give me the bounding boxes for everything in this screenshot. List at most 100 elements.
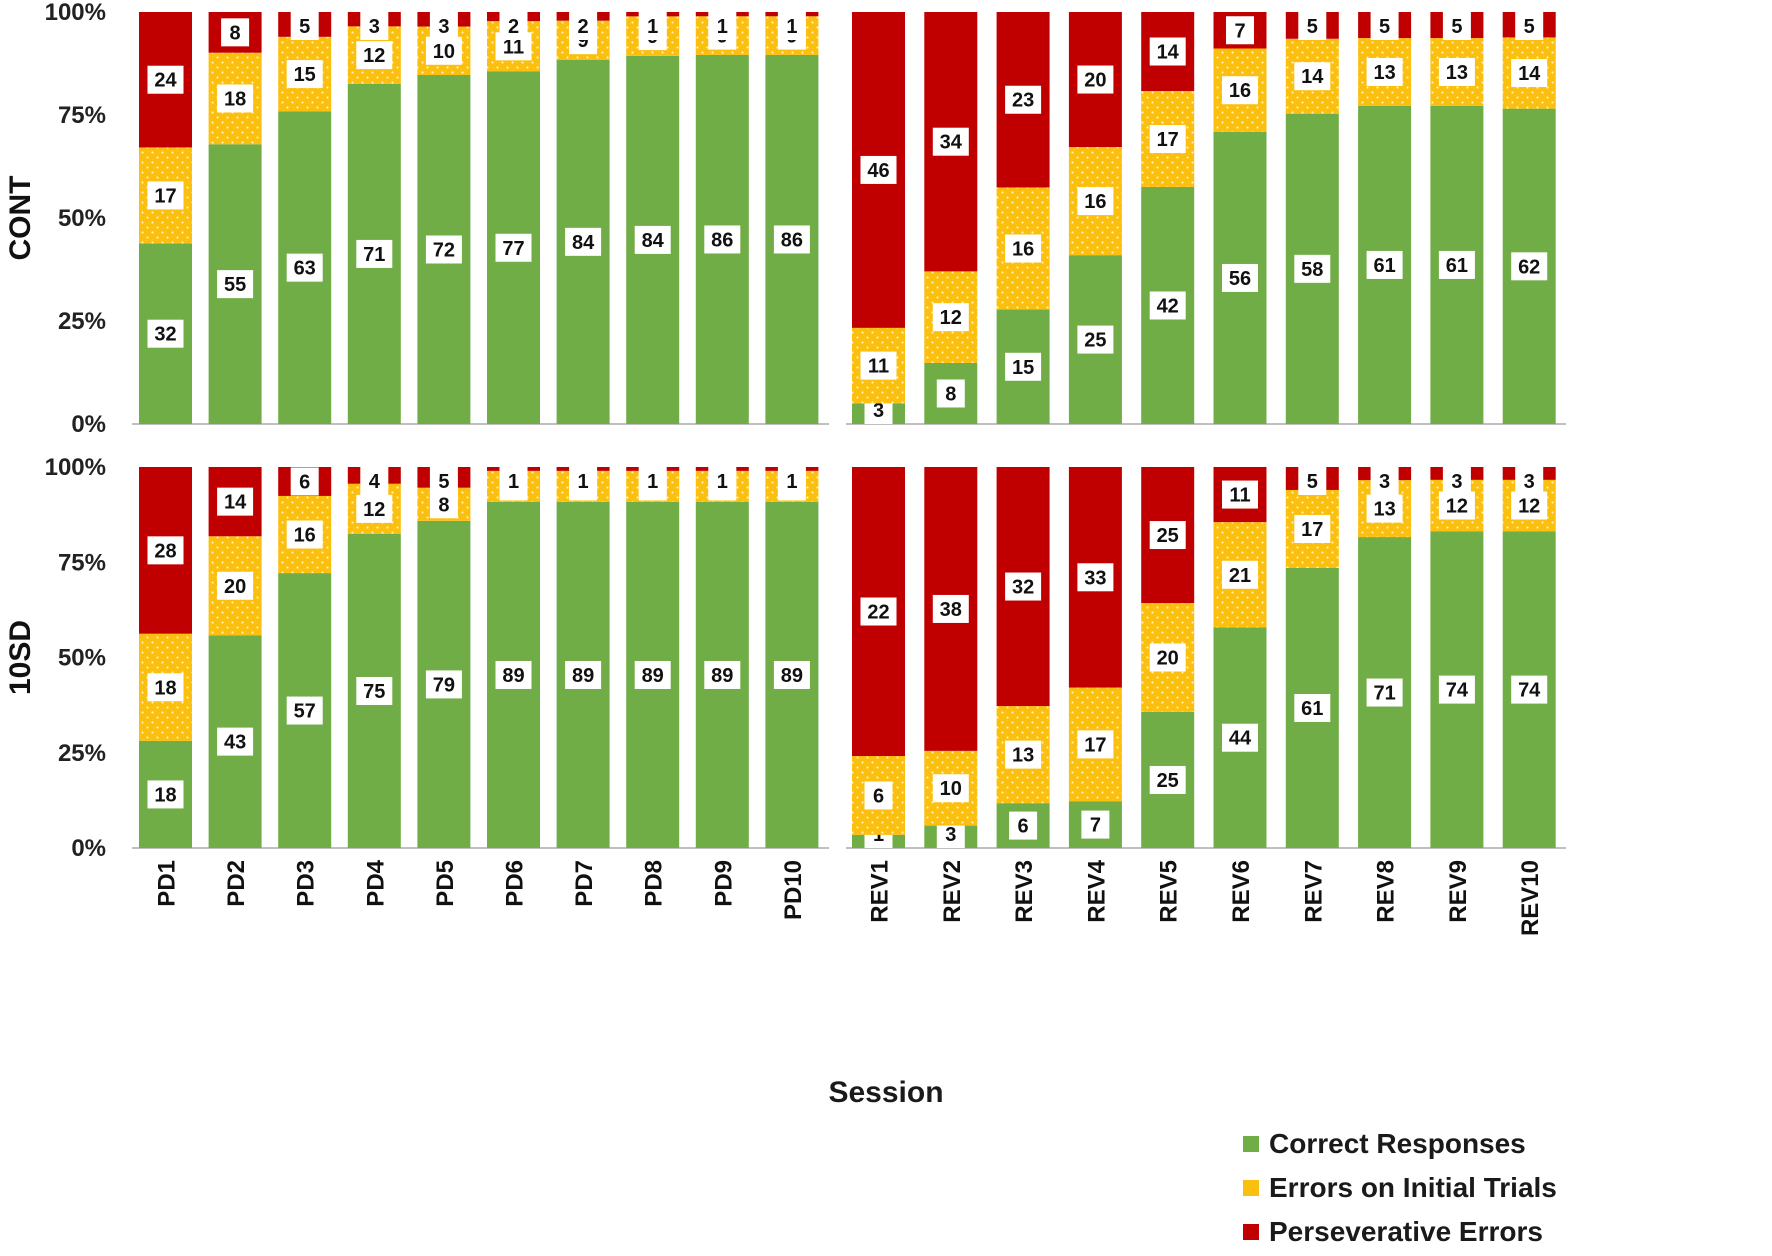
value-box-10SD-PD2-perseverative xyxy=(217,487,254,516)
y-tick-label-CONT-1: 25% xyxy=(58,308,106,335)
x-tick-label-REV7: REV7 xyxy=(1300,860,1327,923)
value-label-CONT-REV5-initial: 17 xyxy=(1157,129,1179,151)
x-tick-label-REV9: REV9 xyxy=(1445,860,1472,923)
value-label-CONT-REV5-correct: 42 xyxy=(1157,295,1179,317)
value-label-CONT-REV4-correct: 25 xyxy=(1084,330,1106,352)
x-tick-label-REV3: REV3 xyxy=(1011,860,1038,923)
value-box-10SD-REV6-initial xyxy=(1222,560,1258,589)
value-box-CONT-REV10-initial xyxy=(1511,59,1548,88)
value-box-10SD-PD9-correct xyxy=(704,660,741,689)
x-tick-label-PD5: PD5 xyxy=(432,860,459,907)
value-label-CONT-PD2-perseverative: 8 xyxy=(230,22,241,44)
value-label-10SD-PD9-perseverative: 1 xyxy=(717,471,728,493)
value-label-10SD-PD10-correct: 89 xyxy=(781,665,803,687)
value-label-10SD-REV3-initial: 13 xyxy=(1012,745,1034,767)
legend-swatch-initial xyxy=(1243,1180,1259,1196)
legend-item-initial: Errors on Initial Trials xyxy=(1243,1166,1557,1210)
value-label-10SD-REV10-perseverative: 3 xyxy=(1524,471,1535,493)
value-label-10SD-PD1-perseverative: 28 xyxy=(154,540,176,562)
x-tick-label-REV5: REV5 xyxy=(1156,860,1183,923)
y-tick-label-10SD-3: 75% xyxy=(58,549,106,576)
value-label-CONT-REV10-initial: 14 xyxy=(1518,63,1541,85)
value-label-CONT-REV8-initial: 13 xyxy=(1373,62,1395,84)
value-label-CONT-REV9-perseverative: 5 xyxy=(1451,16,1462,38)
value-box-10SD-PD2-initial xyxy=(217,571,254,600)
value-box-CONT-PD2-correct xyxy=(217,270,254,299)
value-label-10SD-PD10-perseverative: 1 xyxy=(786,471,797,493)
legend-item-perseverative: Perseverative Errors xyxy=(1243,1210,1557,1254)
value-label-CONT-PD6-correct: 77 xyxy=(502,238,524,260)
value-box-CONT-REV1-perseverative xyxy=(860,155,897,184)
legend-label-initial: Errors on Initial Trials xyxy=(1269,1172,1557,1203)
value-label-10SD-REV8-perseverative: 3 xyxy=(1379,471,1390,493)
value-label-CONT-REV10-perseverative: 5 xyxy=(1524,16,1535,38)
value-label-CONT-REV7-correct: 58 xyxy=(1301,259,1323,281)
value-label-CONT-PD1-perseverative: 24 xyxy=(154,70,177,92)
value-box-CONT-REV6-correct xyxy=(1222,263,1258,292)
value-label-CONT-REV4-initial: 16 xyxy=(1084,191,1106,213)
value-box-CONT-PD7-perseverative xyxy=(569,12,598,40)
value-box-10SD-PD6-perseverative xyxy=(499,467,528,495)
value-label-CONT-REV7-initial: 14 xyxy=(1301,66,1324,88)
y-tick-label-10SD-4: 100% xyxy=(45,454,106,481)
value-box-CONT-PD3-initial xyxy=(286,60,323,89)
value-label-10SD-PD5-initial: 8 xyxy=(438,494,449,516)
value-label-CONT-PD4-initial: 12 xyxy=(363,45,385,67)
value-label-CONT-PD7-correct: 84 xyxy=(572,232,595,254)
value-label-10SD-REV8-correct: 71 xyxy=(1373,683,1395,705)
value-label-10SD-PD7-correct: 89 xyxy=(572,665,594,687)
value-label-CONT-REV6-initial: 16 xyxy=(1229,80,1251,102)
value-label-CONT-PD8-correct: 84 xyxy=(642,230,665,252)
value-box-CONT-REV2-perseverative xyxy=(932,127,969,156)
value-box-CONT-PD6-perseverative xyxy=(499,12,528,40)
y-tick-label-10SD-2: 50% xyxy=(58,645,106,672)
y-tick-label-CONT-2: 50% xyxy=(58,205,106,232)
value-label-10SD-PD3-perseverative: 6 xyxy=(299,471,310,493)
value-box-CONT-REV2-correct xyxy=(936,379,965,408)
value-label-CONT-REV6-correct: 56 xyxy=(1229,268,1251,290)
value-label-CONT-PD2-correct: 55 xyxy=(224,274,246,296)
value-box-CONT-REV3-correct xyxy=(1005,352,1042,381)
value-box-10SD-REV8-correct xyxy=(1366,678,1403,707)
y-tick-label-CONT-0: 0% xyxy=(71,411,106,438)
value-label-CONT-PD9-perseverative: 1 xyxy=(717,16,728,38)
value-label-10SD-PD3-correct: 57 xyxy=(294,701,316,723)
value-box-CONT-PD5-correct xyxy=(425,235,462,264)
value-box-CONT-REV9-correct xyxy=(1438,250,1475,279)
value-box-10SD-REV7-initial xyxy=(1294,514,1331,543)
value-box-CONT-REV5-correct xyxy=(1149,291,1186,320)
value-label-10SD-REV7-initial: 17 xyxy=(1301,519,1323,541)
value-label-CONT-PD6-perseverative: 2 xyxy=(508,16,519,38)
value-label-10SD-PD3-initial: 16 xyxy=(294,525,316,547)
value-label-10SD-REV1-perseverative: 22 xyxy=(867,602,889,624)
value-label-CONT-PD4-perseverative: 3 xyxy=(369,16,380,38)
value-box-CONT-PD2-initial xyxy=(217,84,254,113)
value-box-CONT-PD5-perseverative xyxy=(429,12,458,40)
value-box-CONT-PD4-correct xyxy=(356,239,393,268)
value-box-CONT-PD1-initial xyxy=(147,181,184,210)
value-box-10SD-REV2-perseverative xyxy=(932,594,969,623)
value-box-CONT-REV7-correct xyxy=(1294,254,1331,283)
value-label-CONT-PD4-correct: 71 xyxy=(363,244,385,266)
value-label-10SD-REV5-correct: 25 xyxy=(1157,770,1179,792)
value-label-CONT-PD5-initial: 10 xyxy=(433,41,455,63)
value-label-10SD-REV9-initial: 12 xyxy=(1446,496,1468,518)
value-label-CONT-REV8-correct: 61 xyxy=(1373,255,1395,277)
value-box-CONT-PD8-perseverative xyxy=(638,12,667,40)
value-box-CONT-PD10-correct xyxy=(773,225,810,254)
value-box-10SD-REV1-perseverative xyxy=(860,597,897,626)
value-box-CONT-REV10-perseverative xyxy=(1515,12,1544,40)
x-tick-label-PD4: PD4 xyxy=(362,859,389,906)
value-box-10SD-PD10-perseverative xyxy=(777,467,806,495)
value-box-CONT-REV4-correct xyxy=(1077,325,1114,354)
x-tick-label-PD6: PD6 xyxy=(502,860,529,907)
value-box-CONT-REV3-initial xyxy=(1005,234,1042,263)
value-box-CONT-REV9-perseverative xyxy=(1442,12,1471,40)
value-label-10SD-REV9-correct: 74 xyxy=(1446,680,1469,702)
value-label-10SD-PD4-correct: 75 xyxy=(363,681,385,703)
value-box-10SD-PD6-correct xyxy=(495,660,532,689)
value-box-CONT-PD10-perseverative xyxy=(777,12,806,40)
value-box-10SD-REV7-perseverative xyxy=(1298,467,1327,495)
value-label-CONT-PD5-perseverative: 3 xyxy=(438,16,449,38)
value-label-10SD-REV1-initial: 6 xyxy=(873,785,884,807)
